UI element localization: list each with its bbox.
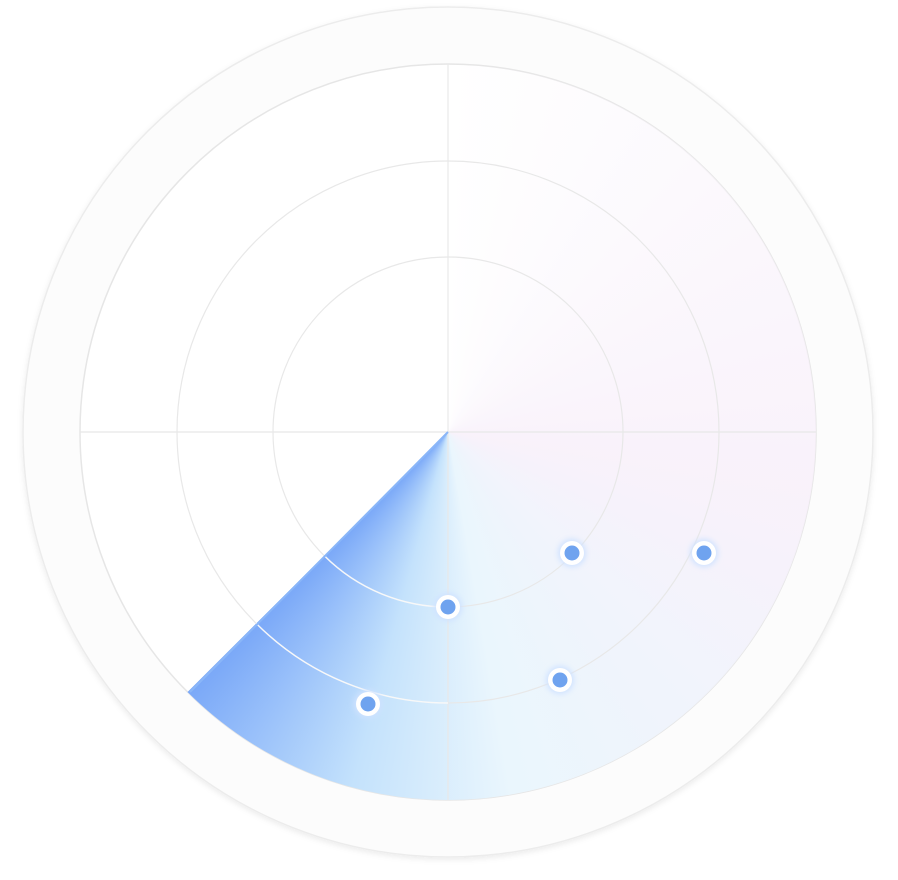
sweep-arc (323, 555, 449, 608)
target (434, 593, 462, 621)
targets (354, 539, 718, 718)
sweep-arcs (255, 555, 449, 704)
sweep-edge (189, 431, 449, 693)
target (354, 690, 382, 718)
target (558, 539, 586, 567)
target (690, 539, 718, 567)
target (546, 666, 574, 694)
sweep-arc (255, 623, 449, 704)
